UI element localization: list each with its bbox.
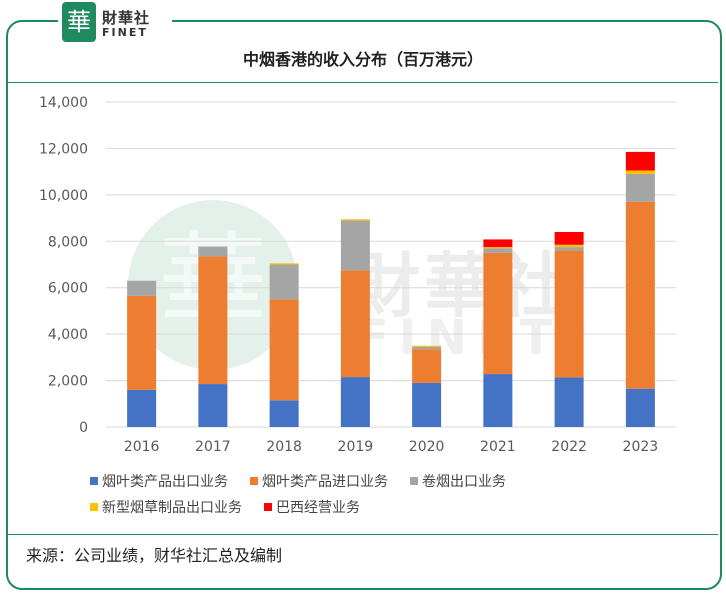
legend-swatch (90, 503, 98, 511)
bar-segment (483, 374, 513, 427)
bar-segment (269, 400, 299, 427)
bar-segment (554, 250, 584, 378)
bar-segment (554, 244, 584, 248)
chart-legend: 烟叶类产品出口业务 烟叶类产品进口业务 卷烟出口业务 新型烟草制品出口业务 巴西… (90, 468, 590, 520)
bar-segment (340, 377, 370, 427)
bar-segment (198, 384, 228, 427)
legend-label: 烟叶类产品出口业务 (102, 474, 228, 490)
legend-item: 烟叶类产品进口业务 (250, 471, 388, 491)
x-tick-label: 2021 (480, 439, 516, 455)
finet-logo: 華 財華社 FINET (58, 2, 172, 42)
title-divider (8, 82, 718, 83)
footer-divider (8, 534, 718, 535)
bar-segment (269, 263, 299, 265)
legend-swatch (250, 477, 258, 485)
source-note: 来源：公司业绩，财华社汇总及编制 (26, 546, 283, 565)
x-tick-label: 2022 (551, 439, 587, 455)
legend-label: 烟叶类产品进口业务 (262, 474, 388, 490)
x-tick-label: 2020 (409, 439, 445, 455)
x-tick-label: 2016 (124, 439, 160, 455)
bar-segment (127, 280, 157, 296)
x-tick-label: 2018 (266, 439, 302, 455)
x-tick-label: 2023 (623, 439, 659, 455)
bar-segment (127, 389, 157, 427)
bar-segment (625, 201, 655, 389)
bar-segment (340, 220, 370, 271)
bar-segment (554, 232, 584, 245)
legend-item: 巴西经营业务 (264, 497, 360, 517)
legend-row: 新型烟草制品出口业务 巴西经营业务 (90, 494, 590, 520)
chart-title: 中烟香港的收入分布（百万港元） (242, 50, 483, 69)
bar-segment (412, 346, 442, 350)
bar-segment (483, 247, 513, 249)
legend-swatch (410, 477, 418, 485)
bar-segment (483, 248, 513, 253)
legend-swatch (90, 477, 98, 485)
legend-label: 新型烟草制品出口业务 (102, 500, 242, 516)
y-tick-label: 8,000 (48, 234, 88, 250)
legend-swatch (264, 503, 272, 511)
x-tick-label: 2019 (338, 439, 374, 455)
logo-name-en: FINET (102, 26, 148, 39)
legend-label: 卷烟出口业务 (422, 474, 506, 490)
bar-segment (483, 252, 513, 375)
bar-segment (554, 247, 584, 251)
legend-label: 巴西经营业务 (276, 500, 360, 516)
legend-row: 烟叶类产品出口业务 烟叶类产品进口业务 卷烟出口业务 (90, 468, 590, 494)
y-tick-label: 4,000 (48, 327, 88, 343)
y-tick-label: 2,000 (48, 374, 88, 390)
logo-seal-icon: 華 (62, 2, 96, 42)
x-tick-label: 2017 (195, 439, 231, 455)
bar-segment (625, 151, 655, 171)
bar-segment (625, 170, 655, 174)
bar-segment (269, 299, 299, 401)
bar-segment (483, 239, 513, 248)
bar-segment (412, 349, 442, 383)
legend-item: 卷烟出口业务 (410, 471, 506, 491)
bar-segment (340, 270, 370, 378)
bar-segment (127, 295, 157, 390)
y-tick-label: 0 (79, 420, 88, 436)
bar-segment (412, 345, 442, 347)
legend-item: 烟叶类产品出口业务 (90, 471, 228, 491)
bar-segment (198, 256, 228, 385)
legend-item: 新型烟草制品出口业务 (90, 497, 242, 517)
bar-segment (340, 219, 370, 221)
y-tick-label: 6,000 (48, 281, 88, 297)
bar-segment (625, 173, 655, 202)
bar-segment (198, 246, 228, 257)
bar-segment (554, 377, 584, 427)
bar-segment (412, 382, 442, 427)
y-tick-label: 14,000 (39, 95, 88, 111)
y-tick-label: 12,000 (39, 141, 88, 157)
logo-name-cn: 財華社 (102, 9, 151, 27)
bar-segment (625, 388, 655, 427)
bar-segment (269, 264, 299, 300)
y-tick-label: 10,000 (39, 188, 88, 204)
